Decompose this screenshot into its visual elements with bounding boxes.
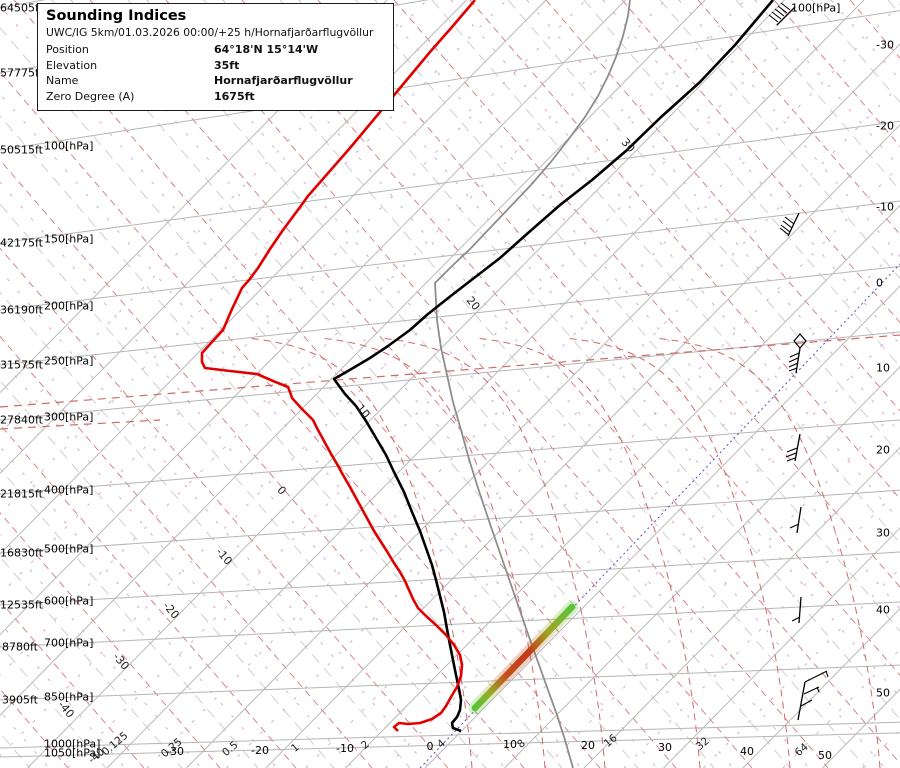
isotherm-gridline bbox=[663, 527, 900, 768]
isotherm-gridline bbox=[186, 43, 900, 768]
barb-600hpa-icon bbox=[791, 596, 802, 624]
temperature-curve bbox=[332, 0, 774, 733]
dewpoint-curve bbox=[200, 0, 476, 732]
panel-row-elevation: Elevation 35ft bbox=[46, 58, 385, 74]
panel-row-name: Name Hornafjarðarflugvöllur bbox=[46, 73, 385, 89]
isotherm-gridline bbox=[27, 0, 785, 768]
pressure-gridline bbox=[0, 120, 900, 244]
isotherm-gridline bbox=[0, 0, 547, 555]
isotherm-gridline bbox=[0, 0, 467, 474]
isotherm-gridline bbox=[822, 688, 900, 768]
row-label: Name bbox=[46, 74, 79, 87]
pressure-gridline bbox=[0, 331, 900, 421]
panel-subtitle: UWC/IG 5km/01.03.2026 00:00/+25 h/Hornaf… bbox=[46, 26, 374, 39]
pressure-gridline bbox=[0, 721, 900, 749]
moist-adiabat-curve bbox=[379, 337, 606, 768]
pressure-gridline bbox=[0, 10, 900, 151]
isotherm-gridline bbox=[424, 285, 900, 768]
row-value: Hornafjarðarflugvöllur bbox=[214, 74, 353, 87]
pressure-gridline bbox=[0, 200, 900, 311]
isotherm-gridline bbox=[0, 0, 626, 636]
parcel-curve bbox=[434, 0, 631, 768]
pressure-gridline bbox=[0, 419, 900, 495]
isotherm-gridline bbox=[504, 366, 900, 768]
isotherm-gridline bbox=[345, 204, 900, 768]
moist-adiabat-horizontal bbox=[0, 419, 161, 430]
pressure-gridline bbox=[0, 664, 900, 701]
moist-adiabat-horizontal bbox=[0, 334, 900, 408]
pressure-gridline bbox=[0, 265, 900, 366]
row-value: 35ft bbox=[214, 58, 240, 72]
isotherm-gridline bbox=[0, 0, 706, 716]
row-value: 1675ft bbox=[214, 89, 255, 103]
barb-400hpa-icon bbox=[789, 506, 802, 534]
isotherm-gridline bbox=[0, 0, 388, 394]
barb-250hpa-icon bbox=[788, 333, 807, 374]
panel-row-position: Position 64°18'N 15°14'W bbox=[46, 42, 385, 58]
pressure-gridline bbox=[0, 601, 900, 648]
sounding-indices-panel: Sounding Indices UWC/IG 5km/01.03.2026 0… bbox=[37, 3, 394, 111]
pressure-gridline bbox=[0, 732, 900, 758]
row-label: Elevation bbox=[46, 58, 98, 72]
panel-row-zero-degree: Zero Degree (A) 1675ft bbox=[46, 89, 385, 105]
row-label: Position bbox=[46, 43, 89, 56]
isotherm-gridline bbox=[265, 124, 900, 768]
pressure-gridline bbox=[0, 489, 900, 554]
moist-adiabat-curve bbox=[246, 337, 473, 768]
barb-300hpa-icon bbox=[785, 433, 801, 462]
isotherm-gridline bbox=[583, 446, 900, 768]
cape-gradient-segment bbox=[471, 603, 576, 712]
moist-adiabat-curve bbox=[319, 337, 546, 768]
panel-title: Sounding Indices bbox=[46, 8, 187, 24]
barb-200hpa-icon bbox=[779, 212, 800, 237]
moist-adiabat-curve bbox=[654, 337, 881, 768]
moist-adiabat-curve bbox=[564, 337, 791, 768]
moist-adiabat-curve bbox=[474, 337, 701, 768]
isotherm-gridline bbox=[106, 0, 865, 768]
row-value: 64°18'N 15°14'W bbox=[214, 43, 319, 56]
pressure-gridline bbox=[0, 551, 900, 606]
barb-100hpa-icon bbox=[768, 2, 796, 26]
isotherm-gridline bbox=[742, 608, 900, 768]
row-label: Zero Degree (A) bbox=[46, 89, 135, 103]
barb-850hpa-icon bbox=[797, 670, 829, 721]
